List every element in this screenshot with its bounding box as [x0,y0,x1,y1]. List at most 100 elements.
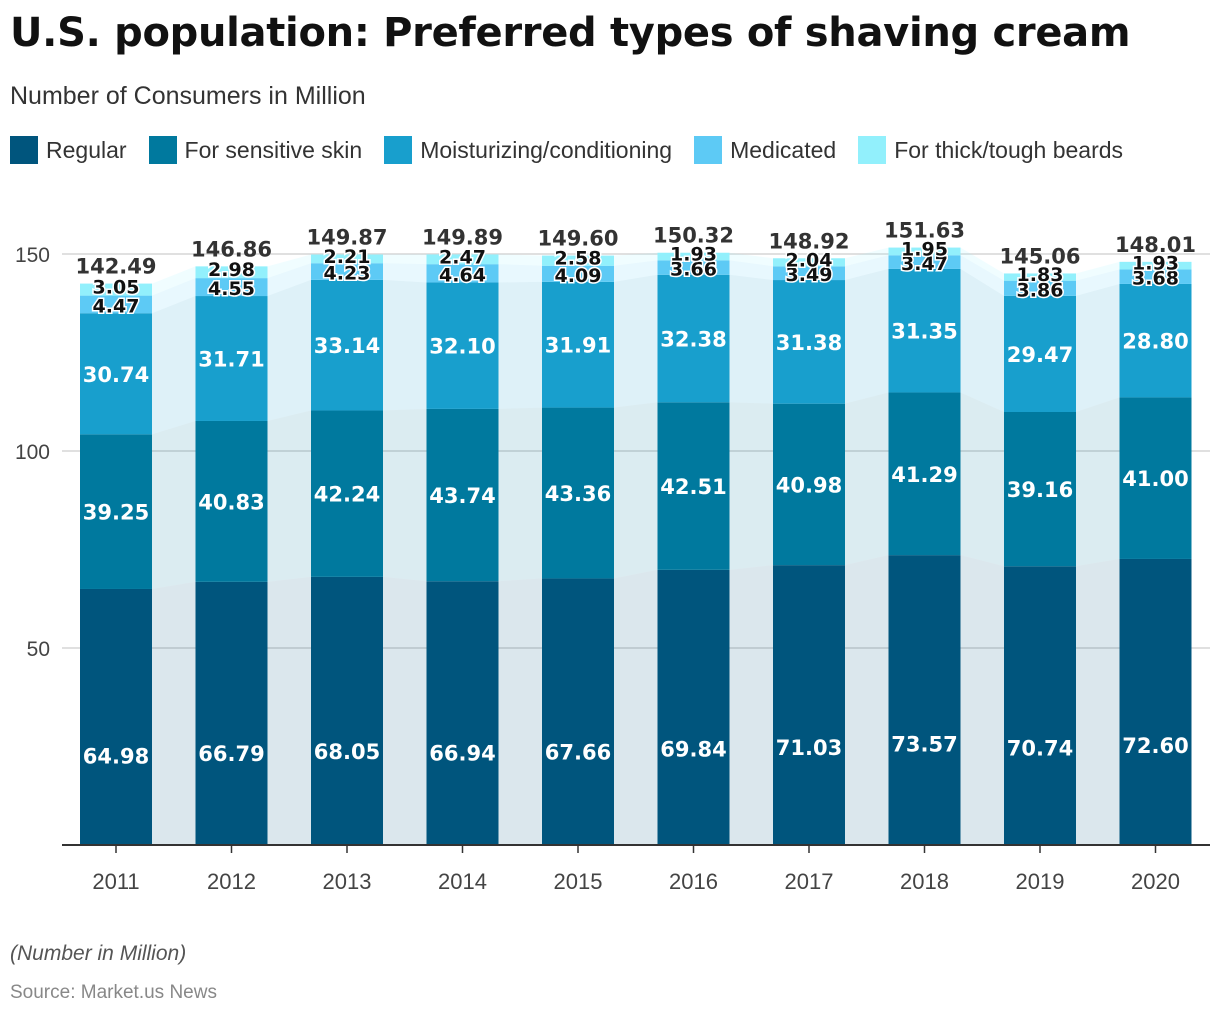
data-label: 69.84 [660,738,726,762]
connector-band [498,407,542,582]
connector-band [845,255,889,281]
connector-band [152,581,196,845]
connector-band [1076,558,1120,845]
connector-band [383,279,427,411]
connector-band [152,420,196,589]
connector-band [267,279,311,421]
bar-segment [80,295,152,314]
connector-band [498,264,542,283]
connector-band [383,408,427,582]
connector-band [498,254,542,266]
x-tick-label: 2014 [438,869,487,894]
connector-band [267,254,311,279]
bar-segment [888,247,961,256]
total-label: 150.32 [653,224,734,248]
bar-segment [1119,283,1192,398]
bar-segment [80,313,152,435]
connector-band [845,555,889,845]
bar-segment [1119,397,1192,559]
bar-segment [542,265,614,282]
legend-item-moisturizing: Moisturizing/conditioning [384,136,672,164]
bar-segment [1004,295,1076,412]
bar-segment [311,279,383,411]
bar-segment [311,576,383,845]
bar-segment [1119,558,1192,845]
bar-segment [195,420,268,582]
y-tick-label: 150 [15,244,50,267]
legend-swatch [694,136,723,164]
legend-label: Medicated [730,136,837,163]
legend-swatch [10,136,38,164]
total-label: 148.01 [1115,233,1196,257]
data-label: 3.66 [670,259,717,281]
bar-segment [80,588,152,845]
data-label: 1.95 [901,238,948,260]
data-label: 2.04 [786,249,833,271]
bar-segment [311,410,383,577]
legend-label: For sensitive skin [184,136,363,163]
connector-band [960,555,1004,845]
connector-band [614,402,658,579]
data-label: 71.03 [776,736,842,760]
bar-segment [195,296,268,421]
chart-subtitle: Number of Consumers in Million [10,82,366,110]
bar-segment [1119,261,1192,270]
chart-source: Source: Market.us News [10,982,217,1003]
bar-segment [80,434,152,589]
chart-note: (Number in Million) [10,942,187,965]
data-label: 2.47 [439,246,486,268]
total-label: 151.63 [884,219,965,243]
data-label: 1.93 [670,244,717,266]
bar-segment [773,565,845,845]
data-label: 31.71 [198,348,264,372]
x-tick-label: 2019 [1016,869,1065,894]
connector-band [383,576,427,845]
data-label: 4.09 [555,265,602,287]
legend-item-thick-beards: For thick/tough beards [858,136,1123,164]
data-label: 3.86 [1017,279,1064,301]
total-label: 146.86 [191,237,272,261]
data-label: 64.98 [83,744,149,768]
data-label: 41.00 [1122,467,1188,491]
data-label: 29.47 [1007,343,1073,367]
legend-swatch [858,136,887,164]
data-label: 41.29 [891,463,957,487]
data-label: 32.38 [660,328,726,352]
data-label: 42.24 [314,483,380,507]
x-tick-label: 2016 [669,869,718,894]
connector-band [1076,397,1120,567]
connector-band [267,576,311,845]
x-tick-label: 2011 [92,869,139,894]
data-label: 2.98 [208,259,255,281]
data-label: 2.21 [324,246,371,268]
bar-segment [542,255,614,266]
total-label: 142.49 [75,255,156,279]
connector-band [729,252,773,267]
data-label: 67.66 [545,741,611,765]
connector-band [960,392,1004,567]
legend-swatch [384,136,413,164]
bar-segment [311,254,383,264]
bar-segment [1004,566,1076,845]
bar-segment [542,578,614,845]
connector-band [498,578,542,845]
bar-segment [542,281,614,408]
data-label: 30.74 [83,363,149,387]
bar-segment [773,280,845,404]
x-tick-label: 2015 [554,869,603,894]
total-label: 149.89 [422,225,503,249]
connector-band [1076,261,1120,281]
data-label: 43.74 [429,484,495,508]
data-label: 73.57 [891,733,957,757]
legend-item-medicated: Medicated [694,136,836,164]
x-tick-label: 2017 [785,869,834,894]
data-label: 31.91 [545,334,611,358]
bar-segment [1119,269,1192,284]
connector-band [383,263,427,283]
connector-band [729,402,773,570]
legend-label: Regular [46,136,127,163]
data-label: 3.68 [1132,268,1179,290]
y-tick-label: 100 [15,441,50,464]
data-label: 4.55 [208,278,255,300]
data-label: 40.83 [198,490,264,514]
